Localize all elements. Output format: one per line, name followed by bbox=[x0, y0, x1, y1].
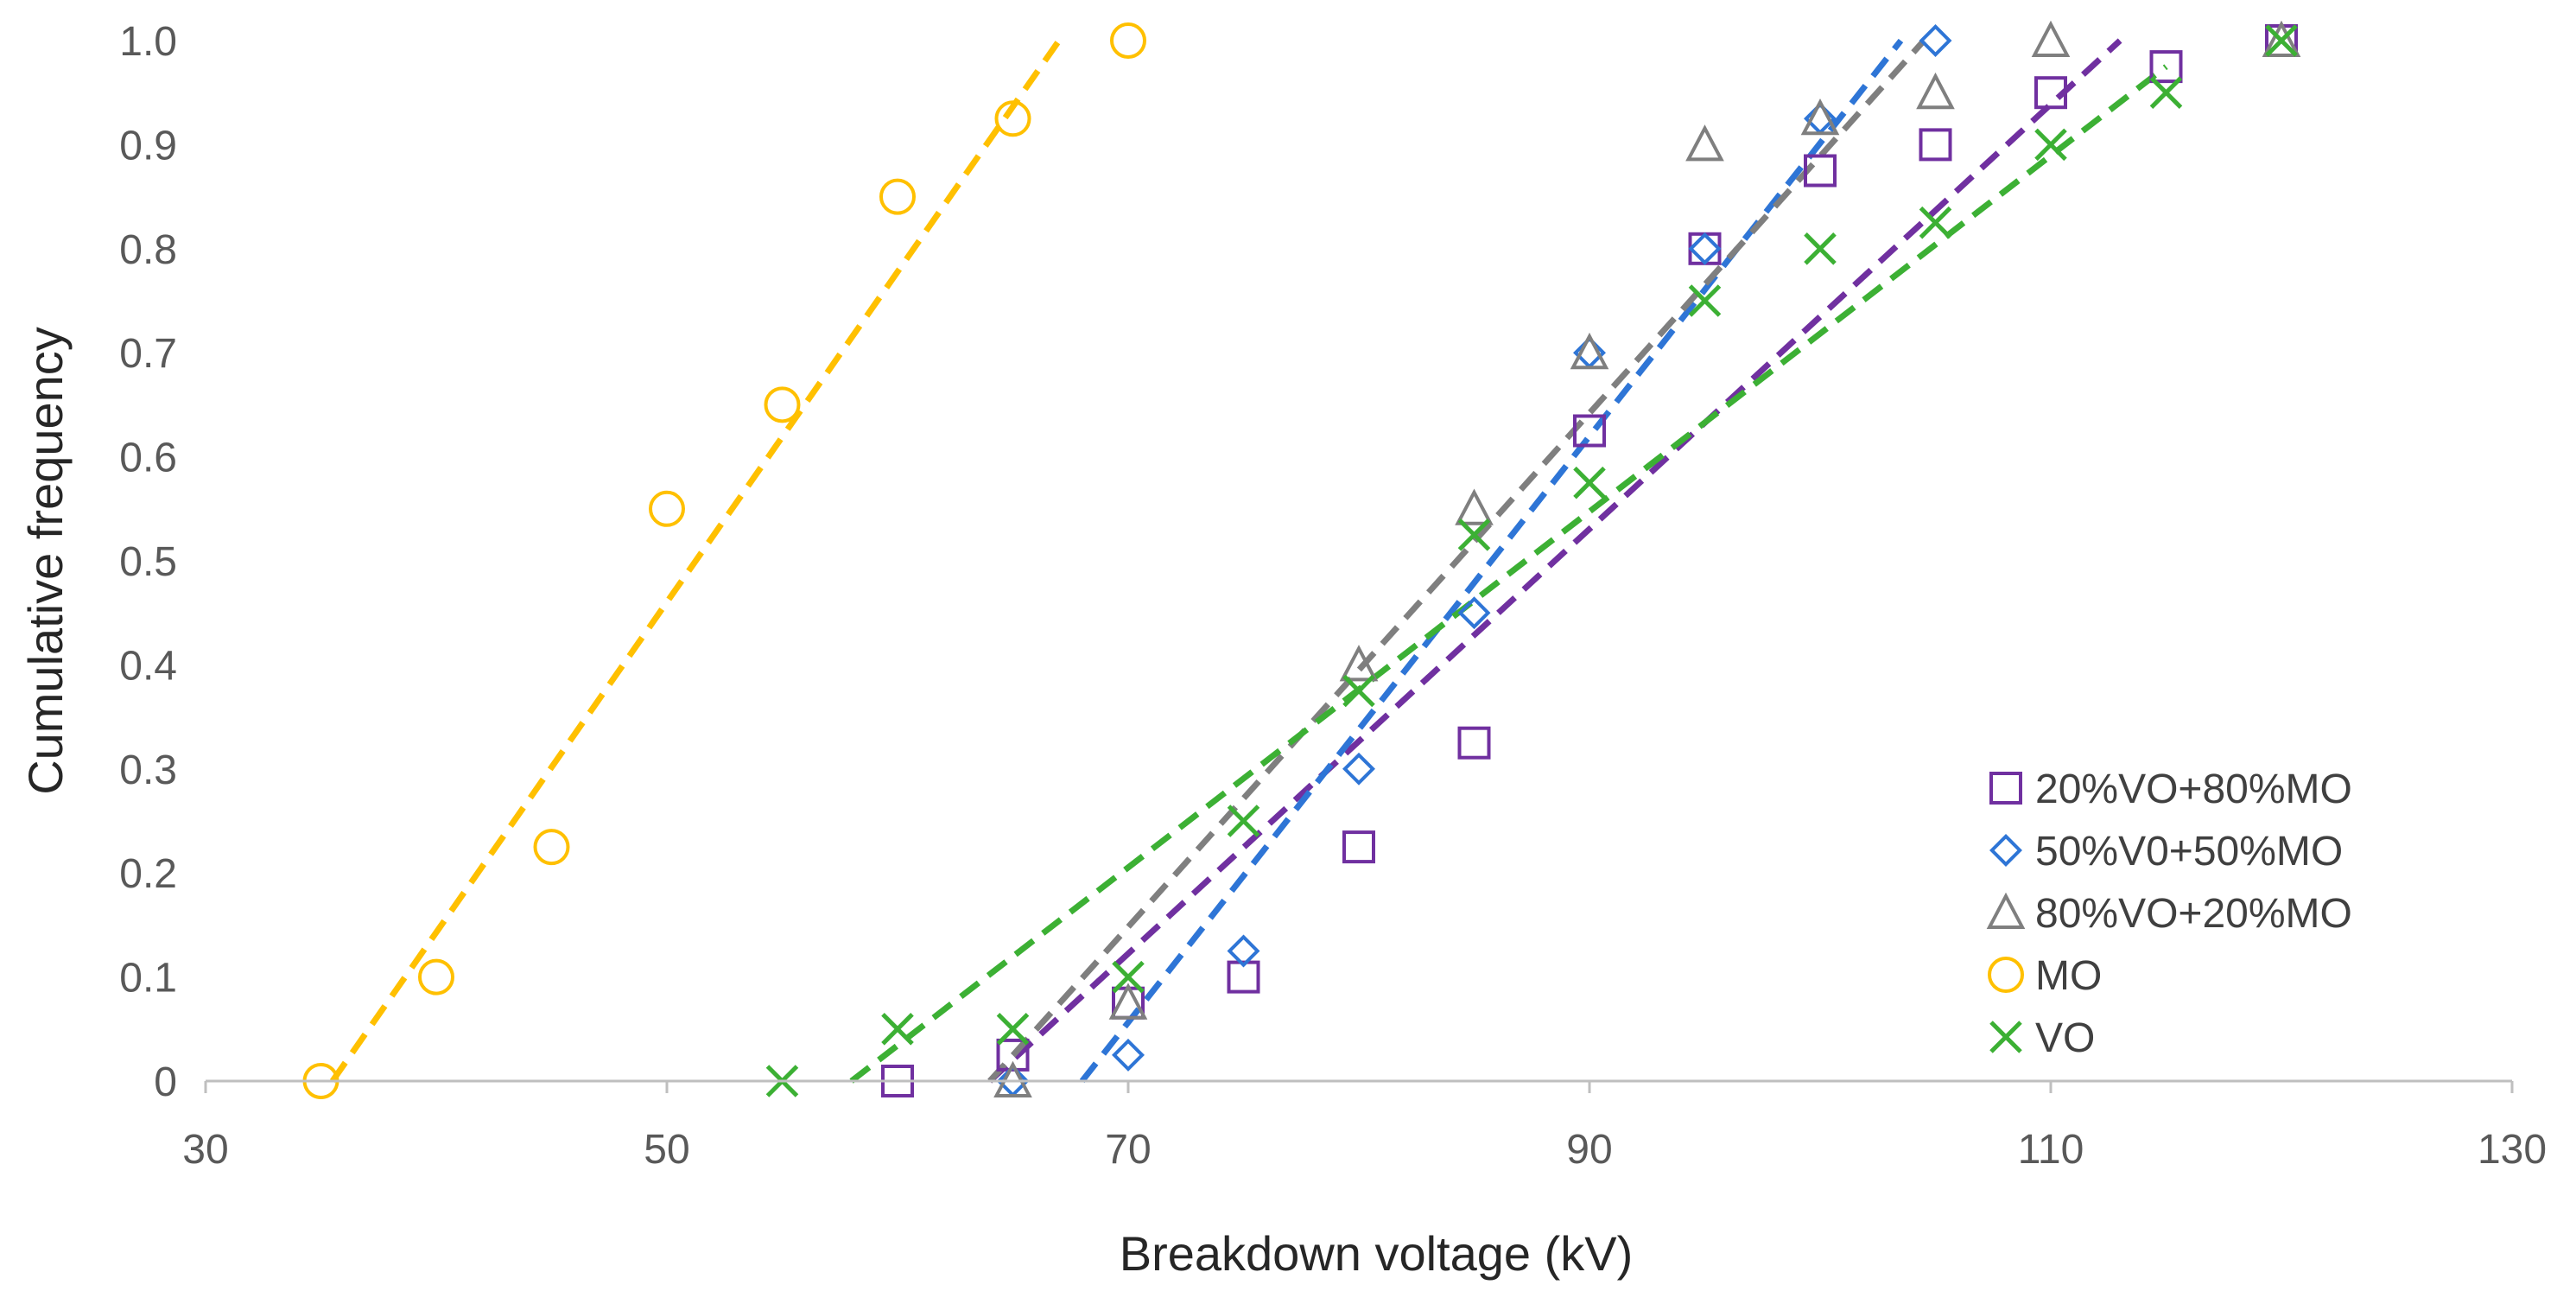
legend-item: MO bbox=[1988, 953, 2102, 999]
data-point-series-4 bbox=[2149, 76, 2183, 109]
data-point-series-0 bbox=[1227, 960, 1260, 994]
data-point-series-0 bbox=[2034, 76, 2067, 110]
x-tick-label: 130 bbox=[2478, 1127, 2547, 1173]
data-point-series-3 bbox=[1110, 22, 1146, 59]
data-point-series-1 bbox=[1227, 934, 1260, 968]
y-tick-label: 0.7 bbox=[119, 331, 177, 377]
y-axis-title: Cumulative frequency bbox=[18, 327, 73, 795]
legend-label: 80%VO+20%MO bbox=[2035, 891, 2352, 937]
legend-label: 50%V0+50%MO bbox=[2035, 829, 2343, 875]
data-point-series-2 bbox=[1570, 332, 1609, 370]
y-tick-label: 0.6 bbox=[119, 436, 177, 481]
data-point-series-4 bbox=[881, 1013, 914, 1046]
data-point-series-4 bbox=[2034, 128, 2067, 162]
data-point-series-0 bbox=[2149, 50, 2183, 84]
data-markers bbox=[302, 20, 2301, 1099]
data-point-series-1 bbox=[1919, 24, 1952, 57]
data-point-series-2 bbox=[1339, 645, 1379, 682]
data-point-series-0 bbox=[1573, 414, 1606, 448]
trendline-series-1 bbox=[1079, 38, 1904, 1084]
y-tick-label: 0.1 bbox=[119, 956, 177, 1002]
y-tick-label: 0.5 bbox=[119, 539, 177, 585]
legend-marker-series-0 bbox=[1989, 772, 2022, 805]
data-point-series-2 bbox=[1916, 72, 1955, 110]
axes: 30 50 70 90 110 130 0 0.1 0.2 0.3 0.4 0.5 0.6 0.7 0.8… bbox=[18, 19, 2547, 1281]
data-point-series-4 bbox=[1457, 518, 1491, 551]
data-point-series-4 bbox=[1342, 674, 1375, 708]
legend-label: VO bbox=[2035, 1015, 2095, 1061]
data-point-series-3 bbox=[533, 829, 570, 866]
y-axis-ticks: 0 0.1 0.2 0.3 0.4 0.5 0.6 0.7 0.8 0.9 1.0 bbox=[119, 19, 177, 1105]
trendline-series-3 bbox=[329, 38, 1062, 1084]
y-tick-label: 0.8 bbox=[119, 227, 177, 273]
data-point-series-2 bbox=[1800, 99, 1840, 136]
data-point-series-0 bbox=[996, 1038, 1030, 1072]
legend-item: 80%VO+20%MO bbox=[1986, 891, 2352, 937]
data-point-series-0 bbox=[1804, 154, 1837, 188]
data-point-series-3 bbox=[418, 958, 454, 995]
x-tick-label: 90 bbox=[1566, 1127, 1612, 1173]
legend-item: 50%V0+50%MO bbox=[1989, 829, 2343, 875]
x-axis-title: Breakdown voltage (kV) bbox=[1120, 1226, 1634, 1281]
data-point-series-4 bbox=[1919, 206, 1952, 239]
legend-marker-series-3 bbox=[1988, 957, 2024, 993]
legend-label: MO bbox=[2035, 953, 2102, 999]
x-tick-label: 110 bbox=[2018, 1127, 2084, 1173]
y-tick-label: 0 bbox=[154, 1059, 177, 1105]
y-tick-label: 0.2 bbox=[119, 851, 177, 897]
data-point-series-3 bbox=[649, 490, 685, 527]
data-point-series-0 bbox=[1457, 726, 1491, 760]
data-point-series-2 bbox=[2031, 20, 2071, 57]
data-point-series-4 bbox=[1112, 960, 1145, 994]
trendline-series-2 bbox=[987, 38, 1926, 1084]
data-point-series-2 bbox=[1108, 983, 1148, 1020]
legend-label: 20%VO+80%MO bbox=[2035, 766, 2352, 812]
data-point-series-1 bbox=[1342, 752, 1375, 786]
legend: 20%VO+80%MO 50%V0+50%MO 80%VO+20%MO MO VO bbox=[1986, 766, 2352, 1061]
x-axis-ticks: 30 50 70 90 110 130 bbox=[182, 1081, 2547, 1173]
x-tick-label: 70 bbox=[1105, 1127, 1151, 1173]
trendline-series-0 bbox=[987, 38, 2122, 1084]
data-point-series-2 bbox=[1455, 488, 1494, 525]
data-point-series-2 bbox=[2262, 20, 2301, 57]
data-point-series-0 bbox=[1919, 128, 1952, 162]
legend-marker-series-4 bbox=[1989, 1021, 2022, 1053]
data-point-series-4 bbox=[1804, 232, 1837, 265]
data-point-series-4 bbox=[1573, 466, 1606, 499]
data-point-series-1 bbox=[1112, 1038, 1145, 1072]
data-point-series-3 bbox=[764, 386, 801, 423]
data-point-series-0 bbox=[1342, 830, 1375, 864]
y-tick-label: 0.4 bbox=[119, 643, 177, 689]
x-tick-label: 50 bbox=[644, 1127, 689, 1173]
legend-item: 20%VO+80%MO bbox=[1989, 766, 2352, 812]
data-point-series-4 bbox=[996, 1013, 1030, 1046]
y-tick-label: 1.0 bbox=[119, 19, 177, 65]
series-4-markers bbox=[765, 24, 2298, 1097]
data-point-series-1 bbox=[1457, 596, 1491, 630]
legend-marker-series-1 bbox=[1989, 834, 2022, 867]
legend-marker-series-2 bbox=[1986, 892, 2026, 929]
data-point-series-3 bbox=[994, 100, 1031, 137]
legend-item: VO bbox=[1989, 1015, 2095, 1061]
data-point-series-1 bbox=[1688, 232, 1722, 265]
data-point-series-2 bbox=[1685, 124, 1724, 162]
data-point-series-4 bbox=[1227, 805, 1260, 837]
data-point-series-4 bbox=[2265, 24, 2298, 57]
y-tick-label: 0.9 bbox=[119, 123, 177, 169]
data-point-series-3 bbox=[879, 178, 916, 215]
data-point-series-4 bbox=[1688, 284, 1722, 317]
x-tick-label: 30 bbox=[182, 1127, 228, 1173]
y-tick-label: 0.3 bbox=[119, 747, 177, 793]
